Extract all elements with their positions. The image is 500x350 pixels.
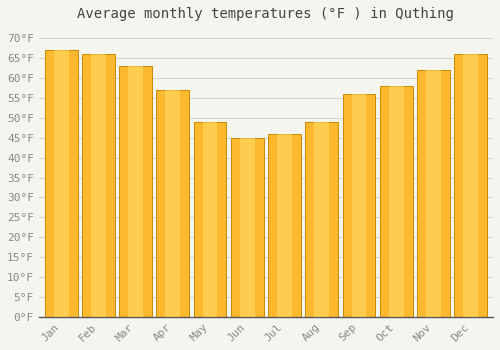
Title: Average monthly temperatures (°F ) in Quthing: Average monthly temperatures (°F ) in Qu… [78,7,454,21]
Bar [128,66,143,317]
Bar [156,90,189,317]
Bar [277,134,292,317]
Bar [82,54,115,317]
Bar [91,54,106,317]
Bar [119,66,152,317]
Bar [202,122,218,317]
Bar [45,50,78,317]
Bar [314,122,329,317]
Bar [426,70,441,317]
Bar [240,138,254,317]
Bar [454,54,487,317]
Bar [166,90,180,317]
Bar [268,134,301,317]
Bar [389,86,404,317]
Bar [417,70,450,317]
Bar [352,94,366,317]
Bar [306,122,338,317]
Bar [380,86,412,317]
Bar [54,50,68,317]
Bar [231,138,264,317]
Bar [464,54,478,317]
Bar [194,122,226,317]
Bar [342,94,376,317]
